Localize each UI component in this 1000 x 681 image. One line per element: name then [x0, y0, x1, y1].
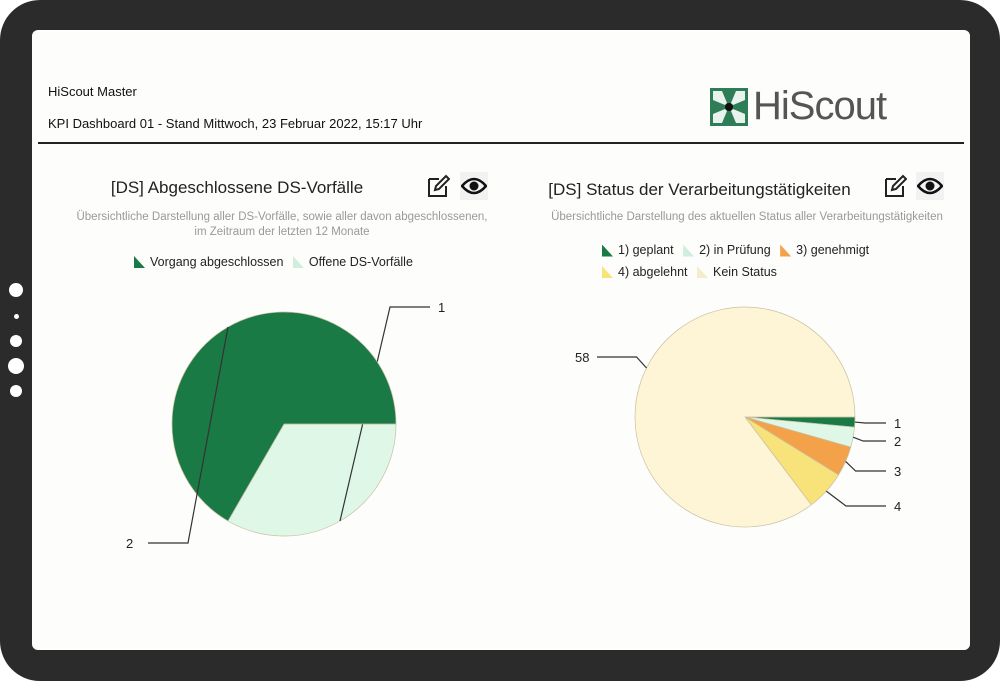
data-label: 1 — [894, 416, 901, 431]
eye-icon — [461, 177, 487, 195]
header-divider — [38, 142, 964, 144]
leader-line — [597, 356, 647, 369]
side-dot — [10, 385, 22, 397]
legend-label: 2) in Prüfung — [699, 243, 771, 257]
legend-label: Kein Status — [713, 264, 777, 279]
legend-swatch — [602, 266, 613, 278]
legend-item[interactable]: 3) genehmigt — [780, 241, 869, 260]
legend-swatch — [602, 244, 613, 257]
panel-title: [DS] Abgeschlossene DS-Vorfälle — [110, 178, 364, 197]
edit-button[interactable] — [881, 172, 909, 200]
data-label: 58 — [575, 350, 589, 365]
legend-swatch — [683, 244, 695, 257]
legend-swatch — [697, 266, 708, 278]
dashboard-screen: HiScout Master KPI Dashboard 01 - Stand … — [32, 30, 970, 650]
chart-legend: Vorgang abgeschlossen Offene DS-Vorfälle — [134, 255, 419, 271]
pie-slice[interactable] — [634, 306, 856, 528]
logo-text: HiScout — [753, 84, 887, 128]
legend-item[interactable]: 4) abgelehnt — [602, 263, 688, 282]
panel-description: Übersichtliche Darstellung des aktuellen… — [551, 211, 943, 223]
legend-label: 1) geplant — [618, 243, 674, 257]
view-button[interactable] — [916, 172, 944, 200]
data-label: 4 — [894, 499, 901, 514]
legend-item[interactable]: Kein Status — [697, 263, 777, 282]
view-button[interactable] — [460, 172, 488, 200]
legend-label: Offene DS-Vorfälle — [308, 255, 413, 269]
panel-description: Übersichtliche Darstellung aller DS-Vorf… — [76, 211, 488, 223]
legend-swatch — [134, 256, 145, 268]
leader-line — [825, 490, 886, 507]
legend-item[interactable]: Vorgang abgeschlossen — [134, 255, 283, 269]
pie-charts: 1 2 1 2 3 4 58 — [126, 300, 901, 551]
data-label: 2 — [894, 434, 901, 449]
data-label: 3 — [894, 464, 901, 479]
data-label: 1 — [438, 300, 445, 315]
pencil-square-icon — [885, 174, 907, 197]
legend-label: 3) genehmigt — [796, 243, 870, 257]
data-label: 2 — [126, 536, 133, 551]
leader-line — [852, 436, 886, 442]
legend-item[interactable]: 2) in Prüfung — [683, 241, 771, 260]
chart-legend: 1) geplant 2) in Prüfung 3) genehmigt 4)… — [602, 241, 875, 284]
legend-item[interactable]: Offene DS-Vorfälle — [292, 255, 413, 269]
legend-item[interactable]: 1) geplant — [602, 241, 674, 260]
panel-title: [DS] Status der Verarbeitungstätigkeiten — [548, 180, 851, 199]
legend-label: Vorgang abgeschlossen — [150, 255, 284, 269]
side-dot — [14, 314, 19, 319]
leader-line — [148, 326, 229, 544]
app-name: HiScout Master — [48, 84, 137, 99]
legend-label: 4) abgelehnt — [618, 264, 688, 279]
dashboard-subtitle: KPI Dashboard 01 - Stand Mittwoch, 23 Fe… — [48, 116, 423, 131]
logo-icon — [710, 87, 748, 126]
hiscout-logo: HiScout — [710, 84, 887, 129]
panel-description: im Zeitraum der letzten 12 Monate — [194, 226, 370, 238]
leader-line — [854, 421, 886, 424]
side-dot — [9, 283, 23, 297]
pencil-square-icon — [428, 174, 450, 197]
legend-swatch — [780, 244, 792, 257]
leader-line — [339, 306, 430, 522]
edit-button[interactable] — [424, 172, 452, 200]
eye-icon — [917, 177, 943, 195]
leader-line — [845, 460, 886, 472]
side-dot — [8, 358, 24, 374]
side-dot — [10, 335, 22, 347]
legend-swatch — [292, 256, 304, 268]
